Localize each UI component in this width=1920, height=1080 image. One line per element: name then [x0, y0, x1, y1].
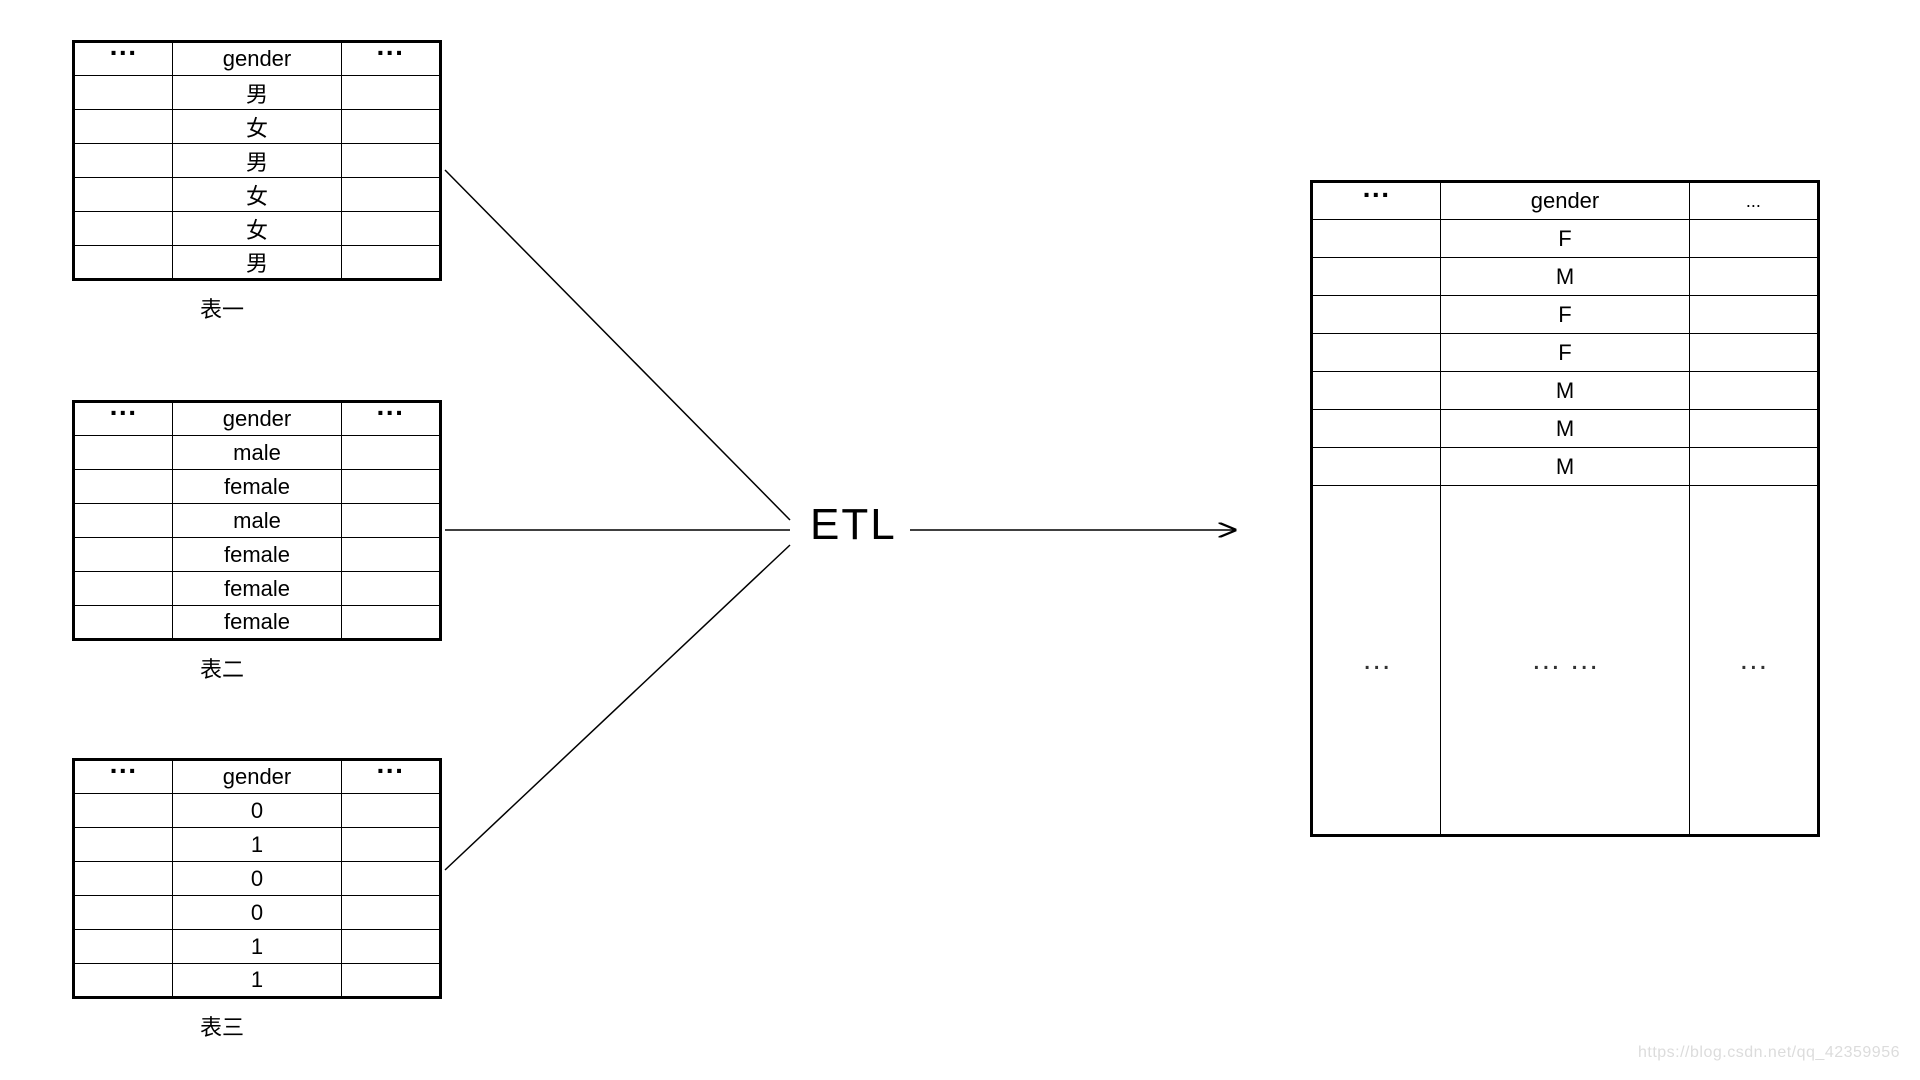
table2-caption: 表二: [200, 652, 244, 684]
diagram-canvas: ··· gender ··· 男 女 男 女 女 男 表一 ··· gender…: [0, 0, 1920, 1080]
output-cell: M: [1441, 258, 1690, 296]
table1-cell: 男: [173, 76, 342, 110]
line-table3-to-etl: [445, 545, 790, 870]
table3-caption: 表三: [200, 1010, 244, 1042]
source-table-1: ··· gender ··· 男 女 男 女 女 男: [72, 40, 442, 281]
output-table: ··· gender ... F M F F M M M … … … …: [1310, 180, 1820, 837]
table3-cell: 0: [173, 896, 342, 930]
table2-cell: female: [173, 470, 342, 504]
table3-cell: 1: [173, 828, 342, 862]
line-table1-to-etl: [445, 170, 790, 520]
table2-cell: female: [173, 538, 342, 572]
table1-cell: 女: [173, 110, 342, 144]
output-cell: F: [1441, 334, 1690, 372]
table3-cell: 1: [173, 930, 342, 964]
table1-cell: 男: [173, 246, 342, 280]
output-cell: F: [1441, 296, 1690, 334]
output-cell: M: [1441, 372, 1690, 410]
table1-header-col3: ···: [376, 37, 404, 68]
table2-header-col1: ···: [110, 397, 138, 428]
output-header-col3: ...: [1689, 182, 1818, 220]
output-header-col2: gender: [1441, 182, 1690, 220]
table1-caption: 表一: [200, 292, 244, 324]
output-cell: M: [1441, 410, 1690, 448]
table3-header-col2: gender: [173, 760, 342, 794]
table2-header-col2: gender: [173, 402, 342, 436]
table2-header-col3: ···: [376, 397, 404, 428]
output-cell: M: [1441, 448, 1690, 486]
output-cell: F: [1441, 220, 1690, 258]
table2-cell: male: [173, 436, 342, 470]
table2-cell: female: [173, 606, 342, 640]
table1-header-col2: gender: [173, 42, 342, 76]
table3-header-col3: ···: [376, 755, 404, 786]
watermark-text: https://blog.csdn.net/qq_42359956: [1638, 1044, 1900, 1062]
table1-cell: 女: [173, 212, 342, 246]
source-table-2: ··· gender ··· male female male female f…: [72, 400, 442, 641]
table1-header-col1: ···: [110, 37, 138, 68]
etl-label: ETL: [810, 500, 897, 550]
table2-cell: female: [173, 572, 342, 606]
table3-cell: 1: [173, 964, 342, 998]
output-ellipsis-col1: …: [1312, 486, 1441, 836]
output-ellipsis-col3: …: [1689, 486, 1818, 836]
source-table-3: ··· gender ··· 0 1 0 0 1 1: [72, 758, 442, 999]
table1-cell: 女: [173, 178, 342, 212]
output-ellipsis-col2: … …: [1441, 486, 1690, 836]
table3-cell: 0: [173, 862, 342, 896]
table2-cell: male: [173, 504, 342, 538]
table1-cell: 男: [173, 144, 342, 178]
table3-header-col1: ···: [110, 755, 138, 786]
output-header-col1: ···: [1363, 179, 1391, 210]
table3-cell: 0: [173, 794, 342, 828]
